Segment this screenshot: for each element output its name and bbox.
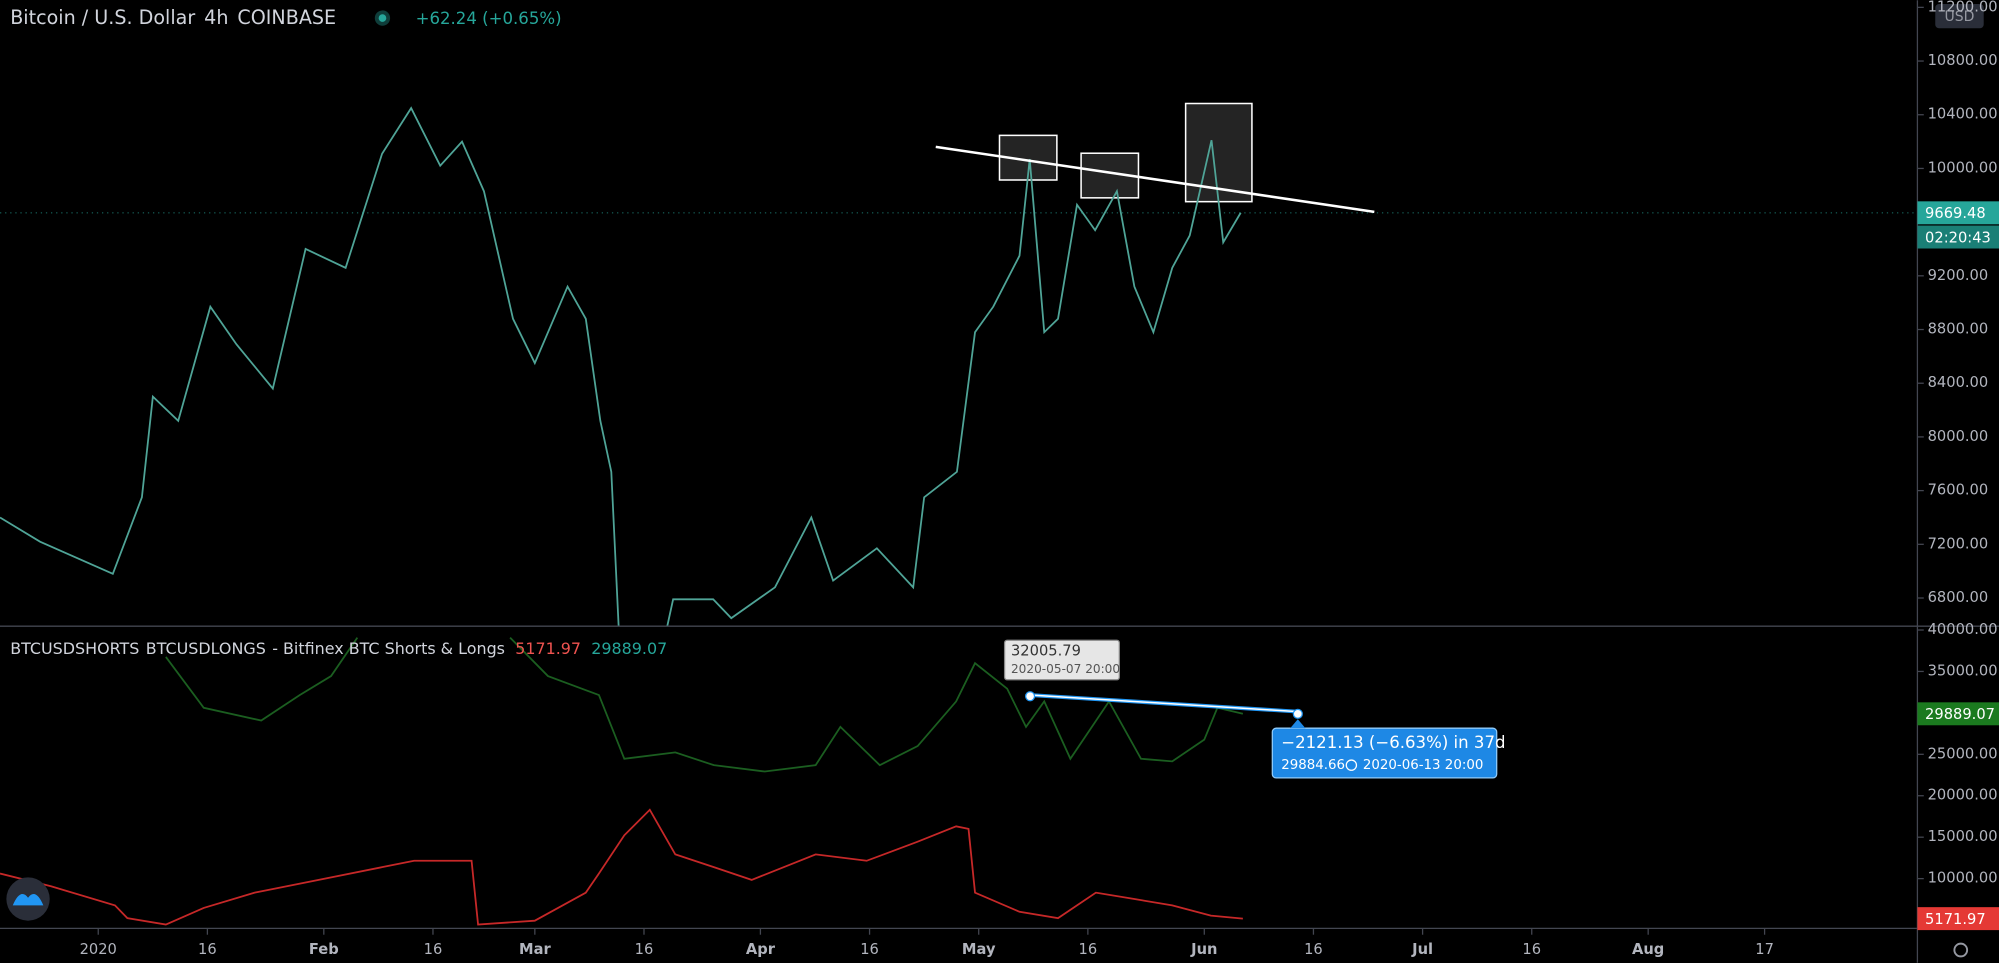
y-tick-label: 6800.00: [1928, 589, 1989, 606]
x-tick-label: 2020: [80, 941, 117, 958]
x-tick-label: Apr: [746, 941, 776, 958]
x-tick-label: Jun: [1190, 941, 1217, 958]
x-tick-label: Feb: [309, 941, 339, 958]
countdown: 02:20:43: [1925, 229, 1991, 246]
data-line: [0, 106, 1242, 627]
settings-icon[interactable]: [1953, 942, 1969, 958]
y-tick-label: 7200.00: [1928, 535, 1989, 552]
y-tick-label: 8400.00: [1928, 374, 1989, 391]
exchange: COINBASE: [237, 6, 336, 29]
price-change: +62.24 (+0.65%): [416, 9, 562, 28]
y-tick-label: 11200.00: [1928, 0, 1998, 15]
y-tick-label: 40000.00: [1928, 621, 1998, 638]
measure-end: [1292, 708, 1303, 719]
symbol-title: Bitcoin / U.S. Dollar: [10, 6, 195, 29]
x-tick-label: Mar: [519, 941, 551, 958]
x-tick-label: 16: [1522, 941, 1541, 958]
y-tick-label: 9200.00: [1928, 267, 1989, 284]
x-tick-label: 16: [198, 941, 217, 958]
clock-icon: [1345, 759, 1358, 771]
measure-start-box: [1003, 639, 1120, 681]
measure-line: [1030, 694, 1298, 713]
status-dot: [378, 14, 387, 22]
last-price-box: [1917, 201, 1999, 225]
measure-end-time: 2020-06-13 20:00: [1363, 758, 1484, 773]
x-tick-label: 16: [860, 941, 879, 958]
trend-line[interactable]: [935, 145, 1375, 214]
measure-result-box: [1271, 727, 1498, 779]
longs-last: 29889.07: [1925, 706, 1995, 723]
indicator-legend: BTCUSDSHORTS BTCUSDLONGS - Bitfinex BTC Sh…: [10, 639, 667, 658]
longs-last-box: [1917, 702, 1999, 726]
y-tick-label: 10000.00: [1928, 870, 1998, 887]
measure-start-time: 2020-05-07 20:00: [1011, 662, 1120, 676]
measure-change: −2121.13 (−6.63%) in 37d: [1281, 733, 1505, 752]
x-tick-label: May: [962, 941, 996, 958]
y-tick-label: 10000.00: [1928, 159, 1998, 176]
y-tick-label: 10800.00: [1928, 52, 1998, 69]
indicator-title: - Bitfinex BTC Shorts & Longs: [272, 639, 505, 658]
highlight-box[interactable]: [1184, 102, 1253, 203]
y-tick-label: 20000.00: [1928, 787, 1998, 804]
x-tick-label: 16: [1079, 941, 1098, 958]
x-tick-label: Jul: [1411, 941, 1433, 958]
y-tick-label: 8000.00: [1928, 428, 1989, 445]
y-tick-label: 10400.00: [1928, 106, 1998, 123]
measure-end-value: 29884.66: [1281, 758, 1345, 773]
x-tick-label: 16: [1304, 941, 1323, 958]
interval: 4h: [204, 6, 228, 29]
indicator-pane: [0, 637, 1244, 926]
measure-pointer: [1290, 719, 1306, 729]
measure-start: [1024, 691, 1036, 702]
series-name: BTCUSDLONGS: [146, 639, 266, 658]
data-line: [0, 808, 1243, 926]
countdown-box: [1917, 225, 1999, 249]
shorts-last: 5171.97: [1925, 911, 1986, 928]
legend-value: 5171.97: [515, 639, 581, 658]
series-name: BTCUSDSHORTS: [10, 639, 139, 658]
currency-badge[interactable]: [1935, 4, 1984, 29]
x-tick-label: Aug: [1632, 941, 1664, 958]
legend-value: 29889.07: [591, 639, 667, 658]
data-line: [165, 637, 1244, 773]
measure-tool[interactable]: 32005.79 2020-05-07 20:00 −2121.13 (−6.6…: [1003, 639, 1506, 779]
x-tick-label: 16: [424, 941, 443, 958]
y-tick-label: 7600.00: [1928, 482, 1989, 499]
y-tick-label: 15000.00: [1928, 828, 1998, 845]
measure-start-value: 32005.79: [1011, 643, 1081, 660]
y-tick-label: 35000.00: [1928, 662, 1998, 679]
x-tick-label: 16: [635, 941, 654, 958]
y-tick-label: 25000.00: [1928, 745, 1998, 762]
last-price: 9669.48: [1925, 205, 1986, 222]
logo-icon: [12, 894, 44, 906]
currency-label: USD: [1945, 9, 1975, 25]
y-tick-label: 8800.00: [1928, 321, 1989, 338]
shorts-last-box: [1917, 907, 1999, 931]
x-tick-label: 17: [1755, 941, 1774, 958]
symbol-header: Bitcoin / U.S. Dollar 4h COINBASE: [10, 6, 336, 29]
